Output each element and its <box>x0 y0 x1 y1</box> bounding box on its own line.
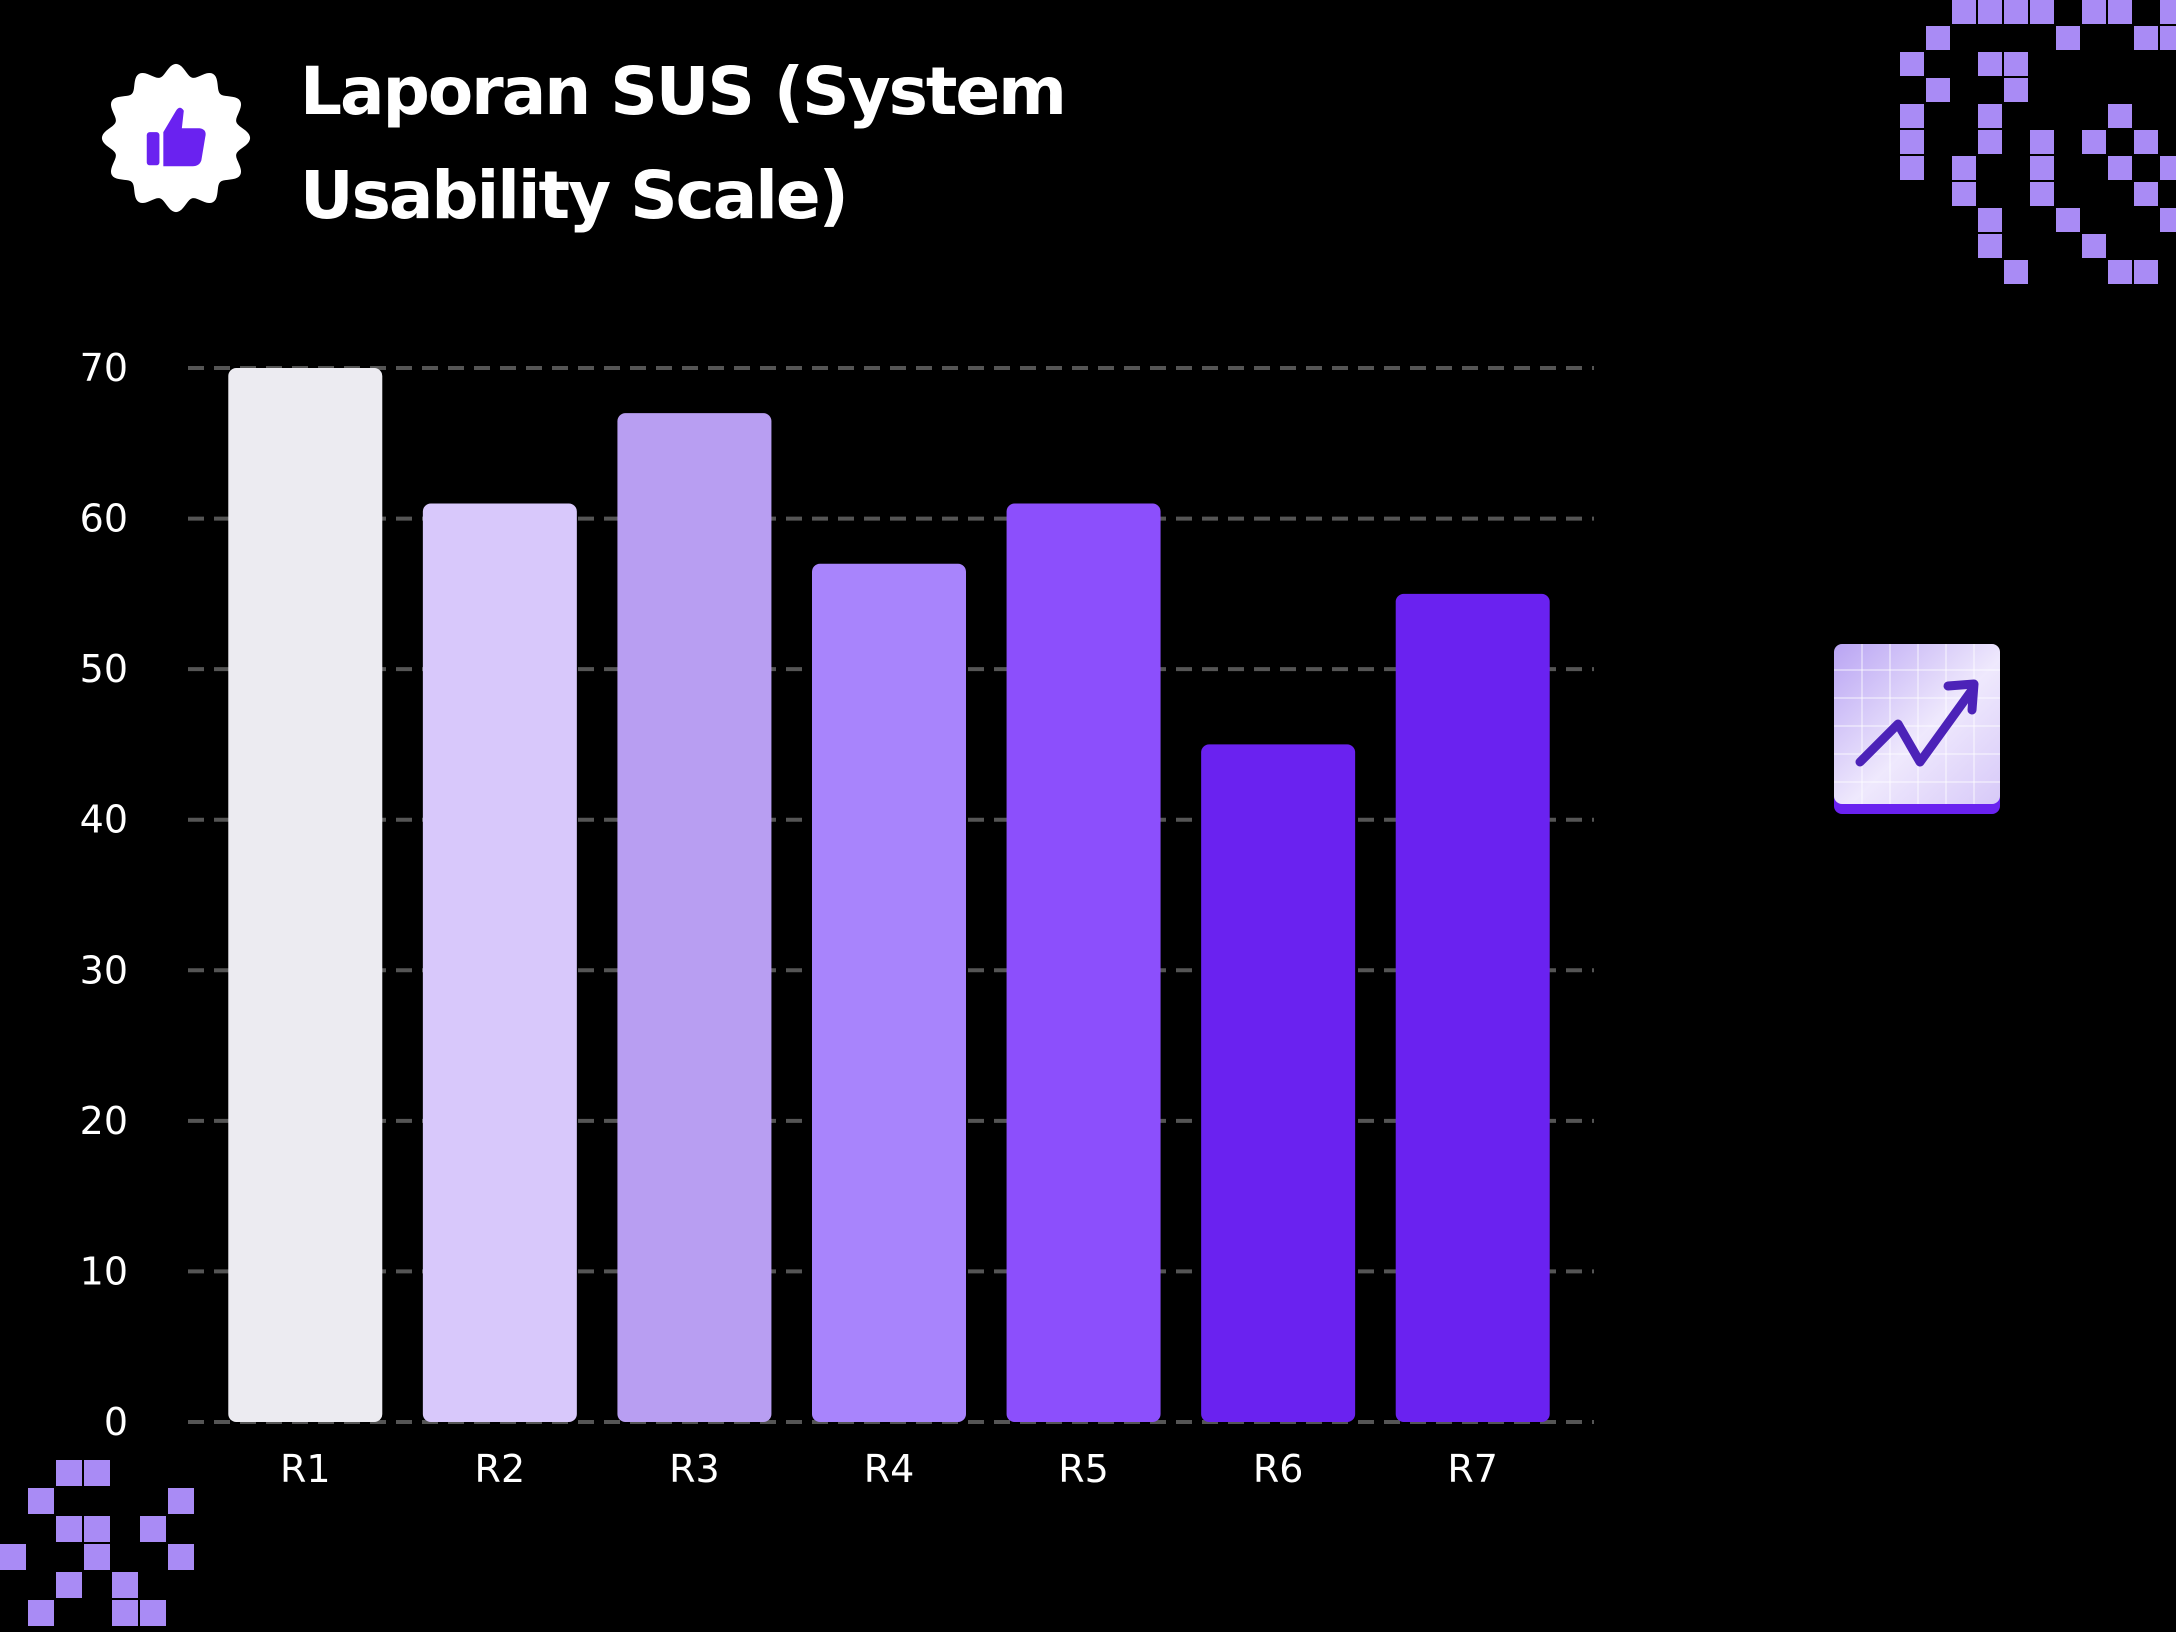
pixel-square <box>1952 0 1976 24</box>
pixel-square <box>2160 26 2176 50</box>
bar-r2 <box>422 503 577 1422</box>
pixel-square <box>1978 208 2002 232</box>
title-line-2: Usability Scale) <box>300 157 849 234</box>
x-tick-label: R7 <box>1447 1447 1498 1491</box>
pixel-square <box>1978 104 2002 128</box>
pixel-square <box>56 1572 82 1598</box>
pixel-square <box>112 1572 138 1598</box>
pixel-square <box>2160 0 2176 24</box>
pixel-square <box>1926 26 1950 50</box>
pixel-square <box>2108 0 2132 24</box>
bar-r7 <box>1395 593 1550 1422</box>
bar-r5 <box>1006 503 1161 1422</box>
pixel-square <box>2108 104 2132 128</box>
pixel-square <box>1978 52 2002 76</box>
pixel-square <box>2004 52 2028 76</box>
pixel-square <box>140 1516 166 1542</box>
pixel-square <box>28 1600 54 1626</box>
y-tick-label: 10 <box>80 1249 128 1293</box>
pixel-square <box>1952 182 1976 206</box>
bar-r4 <box>812 563 966 1422</box>
y-tick-label: 30 <box>80 948 128 992</box>
pixel-square <box>112 1600 138 1626</box>
pixel-square <box>2004 78 2028 102</box>
y-tick-label: 50 <box>80 647 128 691</box>
pixel-square <box>2004 260 2028 284</box>
pixel-square <box>84 1516 110 1542</box>
y-axis-ticks: 0 10 20 30 40 50 60 70 <box>80 346 128 1444</box>
bars <box>228 368 1550 1423</box>
y-tick-label: 0 <box>104 1400 128 1444</box>
pixel-square <box>0 1544 26 1570</box>
pixel-square <box>2082 0 2106 24</box>
pixel-grid-decoration <box>0 1460 194 1626</box>
pixel-square <box>2004 0 2028 24</box>
pixel-square <box>2056 26 2080 50</box>
pixel-square <box>1926 78 1950 102</box>
pixel-square <box>168 1544 194 1570</box>
bar-r3 <box>617 413 772 1423</box>
pixel-square <box>2134 182 2158 206</box>
pixel-square <box>2134 26 2158 50</box>
pixel-square <box>2030 156 2054 180</box>
pixel-square <box>2160 208 2176 232</box>
pixel-square <box>140 1600 166 1626</box>
pixel-square <box>84 1460 110 1486</box>
y-tick-label: 20 <box>80 1099 128 1143</box>
pixel-square <box>2134 130 2158 154</box>
pixel-square <box>1900 156 1924 180</box>
x-tick-label: R3 <box>669 1447 720 1491</box>
pixel-square <box>28 1488 54 1514</box>
pixel-square <box>1978 0 2002 24</box>
x-tick-label: R1 <box>280 1447 331 1491</box>
pixel-square <box>2082 130 2106 154</box>
pixel-square <box>2030 130 2054 154</box>
y-tick-label: 40 <box>80 798 128 842</box>
pixel-square <box>1952 156 1976 180</box>
y-tick-label: 70 <box>80 346 128 390</box>
pixel-square <box>1900 130 1924 154</box>
x-tick-label: R5 <box>1058 1447 1109 1491</box>
pixel-square <box>2108 156 2132 180</box>
thumbs-up-badge-icon <box>101 63 251 213</box>
pixel-square <box>2134 260 2158 284</box>
pixel-square <box>2030 182 2054 206</box>
chart-title: Laporan SUS (System Usability Scale) <box>300 40 1200 248</box>
y-tick-label: 60 <box>80 497 128 541</box>
title-line-1: Laporan SUS (System <box>300 53 1067 130</box>
pixel-square <box>168 1488 194 1514</box>
pixel-square <box>1900 52 1924 76</box>
pixel-square <box>1900 104 1924 128</box>
bar-r1 <box>228 368 383 1422</box>
pixel-square <box>84 1544 110 1570</box>
pixel-grid-decoration <box>1900 0 2176 284</box>
pixel-square <box>2082 234 2106 258</box>
pixel-square <box>1978 130 2002 154</box>
pixel-square <box>56 1516 82 1542</box>
x-tick-label: R2 <box>475 1447 526 1491</box>
trending-up-chart-icon <box>1834 644 2000 814</box>
bar-r6 <box>1201 744 1356 1422</box>
pixel-square <box>56 1460 82 1486</box>
pixel-square <box>2056 208 2080 232</box>
x-tick-label: R4 <box>864 1447 915 1491</box>
pixel-square <box>2160 156 2176 180</box>
pixel-square <box>2030 0 2054 24</box>
pixel-square <box>2108 260 2132 284</box>
pixel-square <box>1978 234 2002 258</box>
x-tick-label: R6 <box>1253 1447 1304 1491</box>
x-axis-ticks: R1 R2 R3 R4 R5 R6 R7 <box>280 1447 1498 1491</box>
